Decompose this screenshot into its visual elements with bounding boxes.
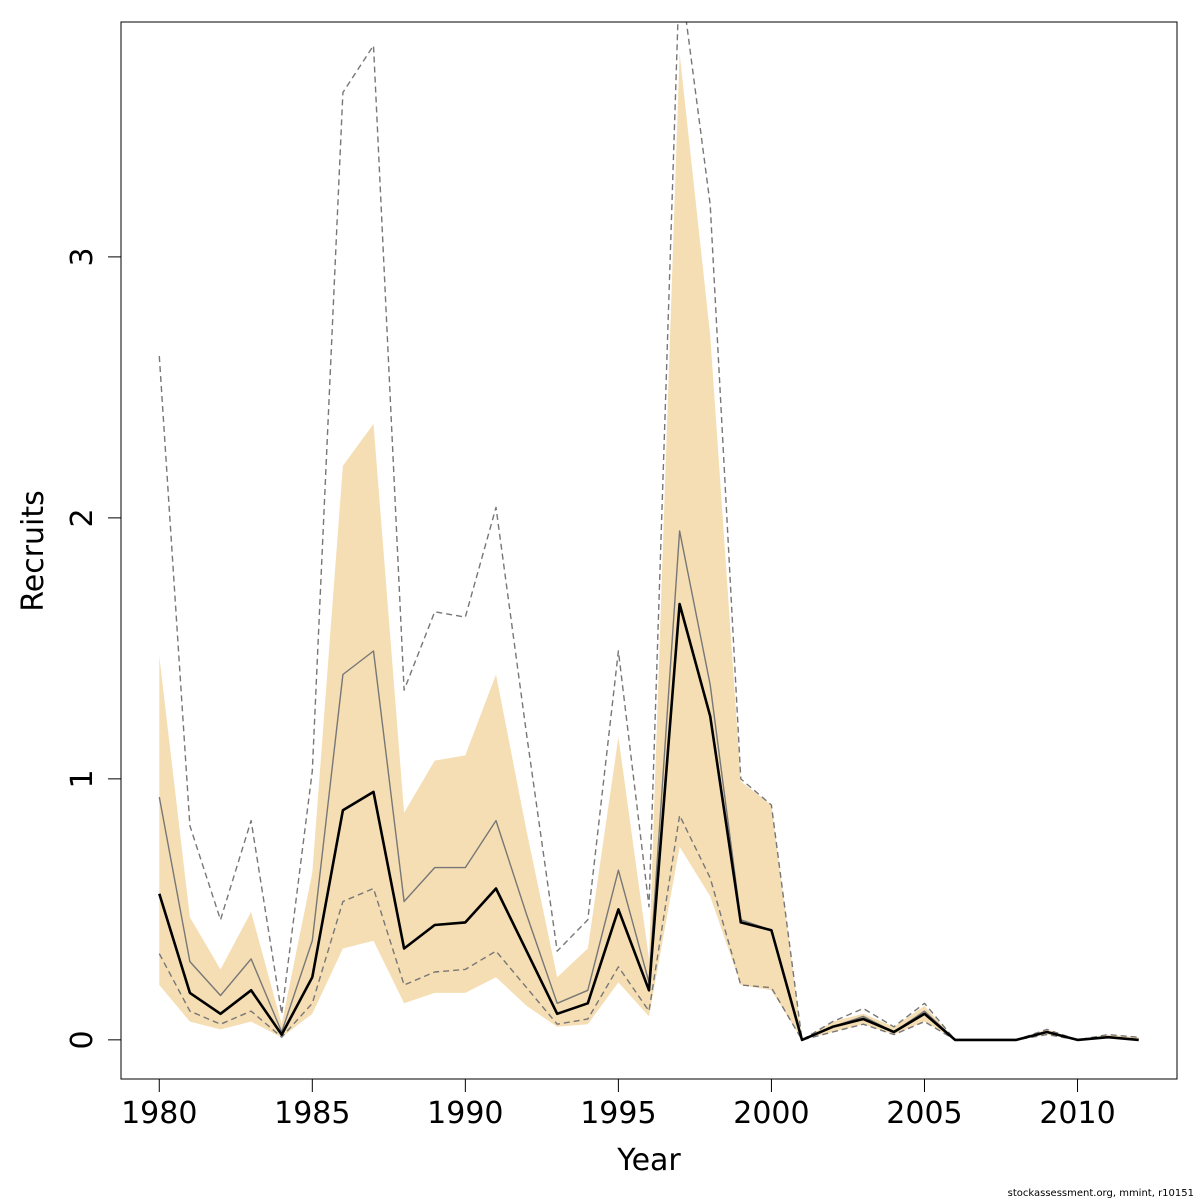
x-axis-label: Year	[616, 1143, 681, 1178]
series-line-dashed	[158, 22, 1139, 1041]
confidence-band-layer	[159, 53, 1139, 1040]
y-tick-label: 1	[65, 769, 100, 788]
y-axis-label: Recruits	[16, 490, 51, 612]
x-tick-label: 2000	[733, 1096, 809, 1131]
y-tick-label: 0	[65, 1030, 100, 1049]
y-tick-label: 3	[65, 247, 100, 266]
x-tick-label: 1985	[274, 1096, 350, 1131]
series-line-solid-thick	[158, 602, 1139, 1042]
confidence-band	[159, 53, 1139, 1040]
x-tick-label: 1995	[580, 1096, 656, 1131]
plot-frame	[120, 21, 1178, 1080]
footer-credit: stockassessment.org, mmint, r10151	[1008, 1188, 1194, 1199]
x-tick-label: 2010	[1039, 1096, 1115, 1131]
x-axis: 1980 1985 1990 1995 2000 2005 2010	[121, 1078, 1116, 1131]
x-tick-label: 1990	[427, 1096, 503, 1131]
x-tick-label: 2005	[886, 1096, 962, 1131]
x-tick-label: 1980	[121, 1096, 197, 1131]
y-tick-label: 2	[65, 508, 100, 527]
series-line-layer	[158, 22, 1139, 1042]
y-axis: 0 1 2 3	[65, 247, 122, 1049]
